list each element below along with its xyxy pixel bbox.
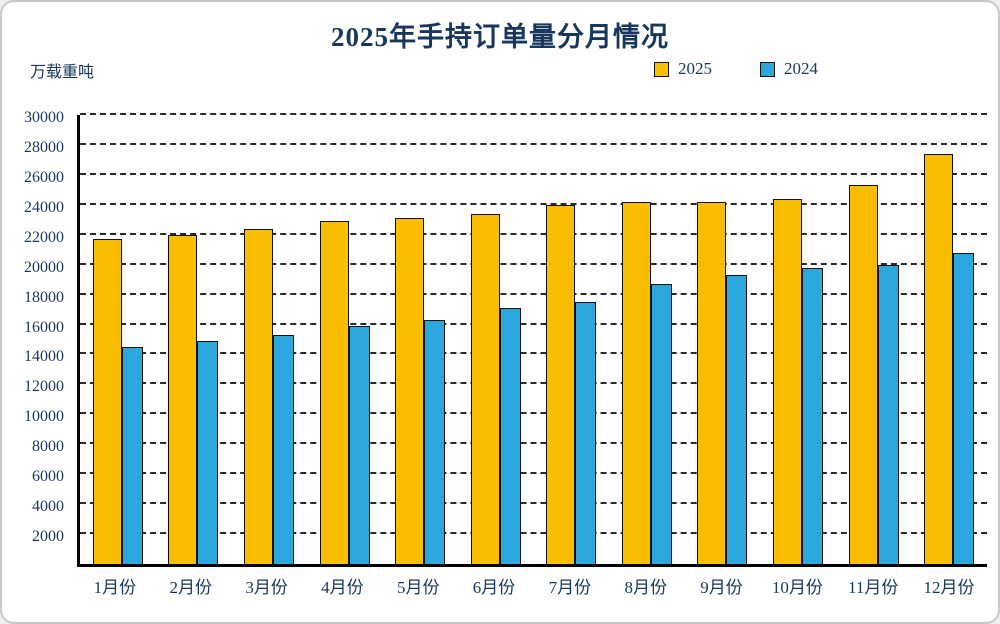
legend-label-2024: 2024 <box>784 59 818 78</box>
bar-group-9月份 <box>685 115 761 564</box>
gridline <box>80 172 987 175</box>
gridline <box>80 142 987 145</box>
bar-groups <box>80 115 987 564</box>
y-tick-label: 2000 <box>32 528 64 546</box>
bar-2024-6月份 <box>499 308 521 564</box>
bar-2025-6月份 <box>470 213 500 564</box>
bar-2025-11月份 <box>848 185 878 564</box>
bar-2024-4月份 <box>348 326 370 564</box>
bar-2024-7月份 <box>575 302 597 564</box>
x-tick-label: 9月份 <box>700 578 743 597</box>
bar-2024-12月份 <box>953 252 975 564</box>
bar-2024-11月份 <box>877 264 899 564</box>
legend-item-2024: 2024 <box>760 59 818 79</box>
bar-group-7月份 <box>533 115 609 564</box>
gridline <box>80 352 987 355</box>
bar-2024-3月份 <box>272 335 294 564</box>
x-tick-label: 2月份 <box>169 578 212 597</box>
bar-2024-9月份 <box>726 275 748 564</box>
x-tick-label: 11月份 <box>848 578 899 597</box>
bar-2024-10月份 <box>801 267 823 564</box>
legend-item-2025: 2025 <box>654 59 712 79</box>
y-tick-label: 28000 <box>24 138 64 156</box>
bar-2024-8月份 <box>650 284 672 564</box>
gridline <box>80 382 987 385</box>
x-tick-label: 10月份 <box>771 578 823 597</box>
gridline <box>80 412 987 415</box>
gridline <box>80 442 987 445</box>
gridline <box>80 532 987 535</box>
y-axis-ticks: 2000 4000 6000 8000 10000 12000 14000 16000 1800… <box>2 109 70 567</box>
gridline <box>80 232 987 235</box>
bar-2025-5月份 <box>395 218 425 564</box>
y-tick-label: 22000 <box>24 228 64 246</box>
x-tick-label: 6月份 <box>472 578 516 597</box>
legend: 2025 2024 <box>654 59 818 79</box>
gridline <box>80 502 987 505</box>
plot-area <box>77 113 987 567</box>
legend-swatch-2025 <box>654 61 669 77</box>
bar-2025-3月份 <box>243 228 273 564</box>
x-tick-label: 7月份 <box>548 578 592 597</box>
bar-group-5月份 <box>382 115 458 564</box>
bar-group-11月份 <box>836 115 912 564</box>
bar-2025-12月份 <box>924 153 954 564</box>
gridline <box>80 262 987 265</box>
bar-2025-10月份 <box>772 198 802 564</box>
y-tick-label: 4000 <box>32 498 64 516</box>
bar-2024-2月份 <box>197 341 219 564</box>
x-tick-label: 4月份 <box>321 578 364 597</box>
bar-group-6月份 <box>458 115 534 564</box>
y-tick-label: 8000 <box>32 438 64 456</box>
gridline <box>80 322 987 325</box>
bar-2025-4月份 <box>319 221 349 564</box>
bar-group-10月份 <box>760 115 836 564</box>
x-axis-labels: 1月份 2月份 3月份 4月份 5月份 6月份 7月份 8月份 9月份 10月份 11月份 12月份 <box>77 573 987 598</box>
bar-group-12月份 <box>911 115 987 564</box>
y-tick-label: 16000 <box>24 318 64 336</box>
y-tick-label: 6000 <box>32 468 64 486</box>
y-tick-label: 26000 <box>24 168 64 186</box>
y-tick-label: 18000 <box>24 288 64 306</box>
y-tick-label: 20000 <box>24 258 64 276</box>
bar-2025-9月份 <box>697 201 727 564</box>
bar-2025-8月份 <box>621 201 651 564</box>
y-tick-label: 14000 <box>24 348 64 366</box>
legend-label-2025: 2025 <box>678 59 712 78</box>
y-axis-unit-label: 万载重吨 <box>30 64 95 81</box>
y-tick-label: 24000 <box>24 198 64 216</box>
bar-2025-1月份 <box>92 239 122 564</box>
y-tick-label: 30000 <box>24 109 64 126</box>
gridline <box>80 202 987 205</box>
x-tick-label: 12月份 <box>923 578 975 597</box>
legend-swatch-2024 <box>760 61 775 77</box>
gridline <box>80 292 987 295</box>
bar-2024-5月份 <box>424 320 446 564</box>
bar-2025-2月份 <box>168 234 198 564</box>
bar-group-2月份 <box>156 115 232 564</box>
bar-2024-1月份 <box>121 346 143 564</box>
gridline <box>80 113 987 115</box>
x-tick-label: 1月份 <box>93 578 137 597</box>
chart-title: 2025年手持订单量分月情况 <box>331 22 669 52</box>
x-tick-label: 3月份 <box>245 578 288 597</box>
bar-2025-7月份 <box>546 204 576 564</box>
bar-group-3月份 <box>231 115 307 564</box>
bar-group-8月份 <box>609 115 685 564</box>
gridline <box>80 472 987 475</box>
bar-group-1月份 <box>80 115 156 564</box>
bar-group-4月份 <box>307 115 383 564</box>
x-tick-label: 8月份 <box>624 578 667 597</box>
y-tick-label: 12000 <box>24 378 64 396</box>
y-tick-label: 10000 <box>24 408 64 426</box>
x-tick-label: 5月份 <box>396 578 440 597</box>
